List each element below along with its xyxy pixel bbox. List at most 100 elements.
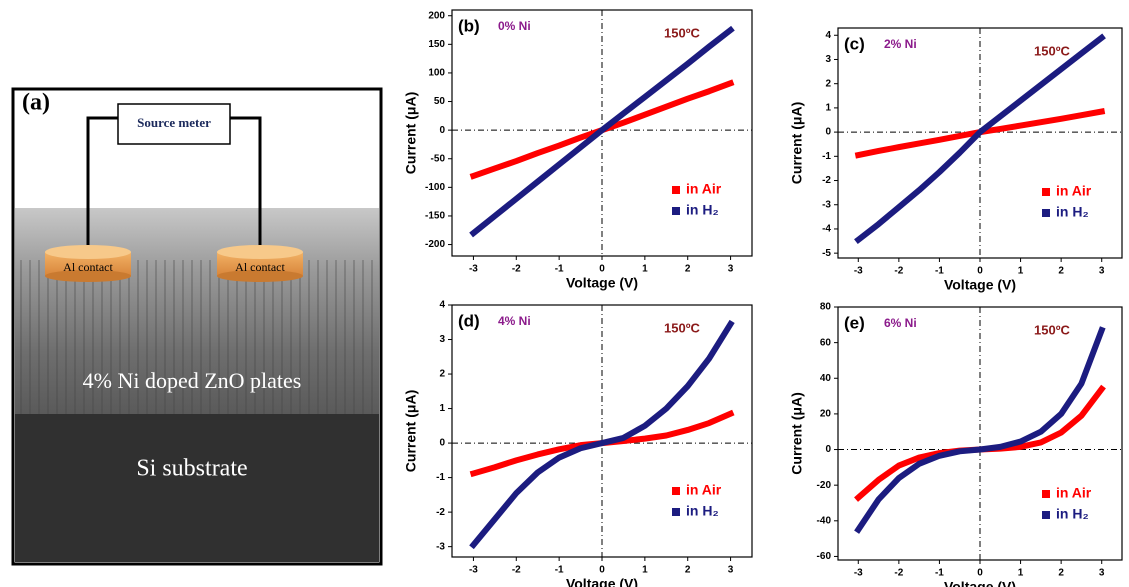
y-tick-label: 150	[428, 39, 445, 50]
y-tick-label: 20	[820, 409, 832, 420]
y-tick-label: -3	[436, 541, 445, 552]
x-tick-label: 2	[685, 264, 691, 275]
x-tick-label: 2	[1058, 568, 1064, 579]
x-tick-label: 0	[977, 568, 983, 579]
y-axis-label: Current (μA)	[789, 392, 805, 474]
panel-label: (e)	[844, 313, 865, 332]
contact-top	[217, 245, 303, 259]
legend-swatch	[672, 186, 680, 194]
x-tick-label: -3	[854, 568, 863, 579]
x-tick-label: 1	[1018, 568, 1024, 579]
y-tick-label: 1	[825, 103, 831, 114]
panel-subtitle: 2% Ni	[884, 37, 917, 51]
layer-label: 4% Ni doped ZnO plates	[83, 368, 302, 393]
x-tick-label: 1	[642, 565, 648, 576]
x-tick-label: 2	[685, 565, 691, 576]
x-tick-label: -2	[894, 266, 903, 277]
y-tick-label: 3	[825, 54, 831, 65]
x-tick-label: -2	[894, 568, 903, 579]
legend-label: in H₂	[1056, 204, 1089, 220]
panel-label: (d)	[458, 311, 480, 330]
contact-label: Al contact	[235, 260, 285, 274]
y-tick-label: 4	[825, 30, 831, 41]
chart: -3-2-10123-200-150-100-50050100150200Vol…	[403, 10, 752, 291]
panel-label: (b)	[458, 16, 480, 35]
x-axis-label: Voltage (V)	[566, 275, 638, 291]
y-tick-label: 0	[825, 127, 831, 138]
panel-label: (c)	[844, 34, 865, 53]
x-tick-label: -1	[935, 266, 944, 277]
x-tick-label: -1	[555, 264, 564, 275]
y-tick-label: 3	[439, 334, 445, 345]
x-tick-label: -3	[469, 565, 478, 576]
y-tick-label: 0	[439, 125, 445, 136]
x-tick-label: 3	[1099, 266, 1105, 277]
x-tick-label: -3	[854, 266, 863, 277]
y-tick-label: 80	[820, 302, 832, 313]
y-axis-label: Current (μA)	[403, 92, 419, 174]
y-axis-label: Current (μA)	[403, 390, 419, 472]
y-tick-label: 40	[820, 373, 832, 384]
x-tick-label: 3	[728, 565, 734, 576]
y-tick-label: -5	[822, 248, 831, 259]
x-tick-label: 0	[977, 266, 983, 277]
legend-label: in Air	[1056, 485, 1092, 501]
schematic: Source meter Al contact Al contact (a) 4…	[13, 89, 381, 564]
x-axis-label: Voltage (V)	[944, 579, 1016, 587]
legend-label: in H₂	[686, 503, 719, 519]
y-tick-label: 100	[428, 68, 445, 79]
x-tick-label: -2	[512, 264, 521, 275]
y-tick-label: -50	[431, 153, 446, 164]
contact: Al contact	[45, 245, 131, 282]
panel-label: (a)	[22, 90, 50, 116]
y-tick-label: 0	[439, 438, 445, 449]
y-tick-label: -200	[425, 239, 445, 250]
figure: Source meter Al contact Al contact (a) 4…	[0, 0, 1129, 587]
y-tick-label: 60	[820, 337, 832, 348]
y-tick-label: -60	[817, 551, 832, 562]
panel-subtitle: 4% Ni	[498, 314, 531, 328]
legend-label: in Air	[686, 482, 722, 498]
meter-label: Source meter	[137, 115, 211, 130]
y-tick-label: -4	[822, 224, 831, 235]
y-tick-label: 2	[439, 369, 445, 380]
y-tick-label: -20	[817, 480, 832, 491]
si-layer	[15, 414, 379, 562]
y-tick-label: 1	[439, 403, 445, 414]
y-tick-label: 2	[825, 78, 831, 89]
legend-swatch	[672, 487, 680, 495]
y-tick-label: -2	[436, 507, 445, 518]
x-axis-label: Voltage (V)	[566, 576, 638, 587]
y-tick-label: -3	[822, 199, 831, 210]
x-tick-label: -1	[935, 568, 944, 579]
annotation: 150ºC	[664, 25, 700, 40]
legend-swatch	[672, 207, 680, 215]
legend-label: in Air	[1056, 183, 1092, 199]
substrate-label: Si substrate	[136, 456, 247, 482]
y-tick-label: -100	[425, 182, 445, 193]
panel-subtitle: 0% Ni	[498, 19, 531, 33]
y-tick-label: -150	[425, 211, 445, 222]
legend-label: in H₂	[1056, 506, 1089, 522]
y-tick-label: -40	[817, 515, 832, 526]
x-tick-label: -1	[555, 565, 564, 576]
x-tick-label: 2	[1058, 266, 1064, 277]
panel-subtitle: 6% Ni	[884, 316, 917, 330]
x-tick-label: 0	[599, 565, 605, 576]
x-tick-label: -2	[512, 565, 521, 576]
legend-swatch	[672, 508, 680, 516]
x-tick-label: 3	[1099, 568, 1105, 579]
contact-top	[45, 245, 131, 259]
x-tick-label: 1	[642, 264, 648, 275]
legend-label: in H₂	[686, 202, 719, 218]
annotation: 150ºC	[1034, 322, 1070, 337]
annotation: 150ºC	[1034, 43, 1070, 58]
x-tick-label: 3	[728, 264, 734, 275]
legend-label: in Air	[686, 181, 722, 197]
y-tick-label: 50	[434, 96, 446, 107]
legend-swatch	[1042, 511, 1050, 519]
y-tick-label: 4	[439, 300, 445, 311]
